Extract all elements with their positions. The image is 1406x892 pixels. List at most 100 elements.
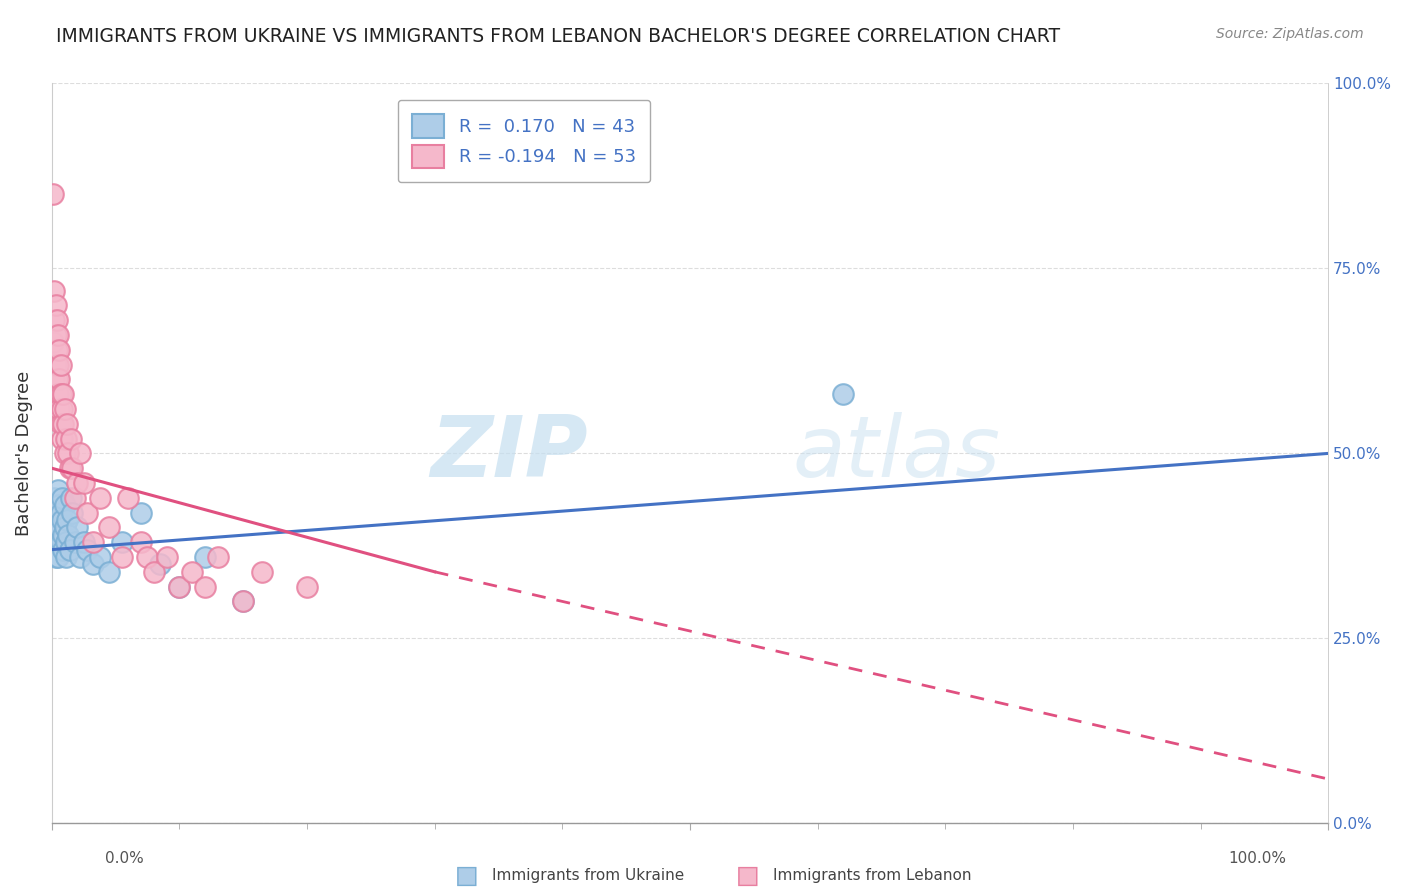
Point: [89, 491, 111, 505]
Text: Source: ZipAtlas.com: Source: ZipAtlas.com: [1216, 27, 1364, 41]
Point: [56, 513, 79, 527]
Point: [111, 549, 134, 564]
Point: [207, 549, 229, 564]
Point: [169, 580, 191, 594]
Point: [42, 535, 65, 549]
Point: [98, 565, 121, 579]
Point: [142, 565, 165, 579]
Point: [42, 335, 65, 350]
Point: [73, 476, 96, 491]
Point: [66, 520, 89, 534]
Point: [58, 446, 80, 460]
Point: [45, 506, 67, 520]
Point: [98, 520, 121, 534]
Point: [44, 513, 66, 527]
Point: [46, 387, 69, 401]
Y-axis label: Bachelor's Degree: Bachelor's Degree: [15, 371, 32, 536]
Text: atlas: atlas: [792, 412, 1000, 495]
Point: [55, 535, 77, 549]
Point: [46, 358, 69, 372]
Point: [45, 313, 67, 327]
Point: [63, 491, 86, 505]
Point: [42, 187, 65, 202]
Point: [46, 549, 69, 564]
Text: □: □: [456, 864, 478, 888]
Point: [149, 558, 172, 572]
Point: [60, 506, 83, 520]
Point: [44, 284, 66, 298]
Point: [69, 549, 91, 564]
Point: [45, 372, 67, 386]
Point: [53, 520, 76, 534]
Point: [58, 528, 80, 542]
Point: [232, 594, 254, 608]
Point: [51, 402, 73, 417]
Point: [46, 328, 69, 343]
Point: [45, 535, 67, 549]
Point: [46, 483, 69, 498]
Point: [48, 343, 70, 357]
Point: [89, 549, 111, 564]
Point: [49, 535, 72, 549]
Point: [76, 506, 98, 520]
Point: [73, 535, 96, 549]
Point: [232, 594, 254, 608]
Legend: R =  0.170   N = 43, R = -0.194   N = 53: R = 0.170 N = 43, R = -0.194 N = 53: [398, 100, 651, 182]
Point: [76, 542, 98, 557]
Point: [59, 491, 82, 505]
Point: [44, 491, 66, 505]
Point: [49, 417, 72, 431]
Point: [111, 535, 134, 549]
Point: [82, 535, 104, 549]
Point: [45, 358, 67, 372]
Point: [45, 520, 67, 534]
Text: 0.0%: 0.0%: [105, 851, 145, 865]
Point: [49, 387, 72, 401]
Point: [48, 520, 70, 534]
Point: [194, 580, 217, 594]
Point: [53, 446, 76, 460]
Point: [69, 446, 91, 460]
Point: [832, 387, 855, 401]
Point: [51, 513, 73, 527]
Point: [82, 558, 104, 572]
Point: [52, 417, 75, 431]
Point: [49, 358, 72, 372]
Point: [48, 402, 70, 417]
Point: [156, 549, 179, 564]
Point: [63, 535, 86, 549]
Text: IMMIGRANTS FROM UKRAINE VS IMMIGRANTS FROM LEBANON BACHELOR'S DEGREE CORRELATION: IMMIGRANTS FROM UKRAINE VS IMMIGRANTS FR…: [56, 27, 1060, 45]
Point: [53, 498, 76, 512]
Point: [295, 580, 318, 594]
Point: [51, 491, 73, 505]
Point: [44, 313, 66, 327]
Point: [55, 432, 77, 446]
Text: Immigrants from Lebanon: Immigrants from Lebanon: [773, 869, 972, 883]
Point: [44, 372, 66, 386]
Text: ■: ■: [456, 864, 478, 888]
Point: [59, 432, 82, 446]
Point: [252, 565, 274, 579]
Text: ■: ■: [737, 864, 759, 888]
Point: [45, 298, 67, 312]
Point: [48, 372, 70, 386]
Point: [129, 535, 152, 549]
Point: [45, 498, 67, 512]
Point: [53, 402, 76, 417]
Point: [136, 549, 159, 564]
Point: [129, 506, 152, 520]
Point: [60, 461, 83, 475]
Point: [48, 498, 70, 512]
Point: [194, 549, 217, 564]
Point: [45, 343, 67, 357]
Text: 100.0%: 100.0%: [1229, 851, 1286, 865]
Point: [117, 491, 139, 505]
Point: [56, 417, 79, 431]
Point: [46, 528, 69, 542]
Point: [55, 549, 77, 564]
Point: [49, 506, 72, 520]
Point: [52, 387, 75, 401]
Text: □: □: [737, 864, 759, 888]
Point: [66, 476, 89, 491]
Point: [45, 549, 67, 564]
